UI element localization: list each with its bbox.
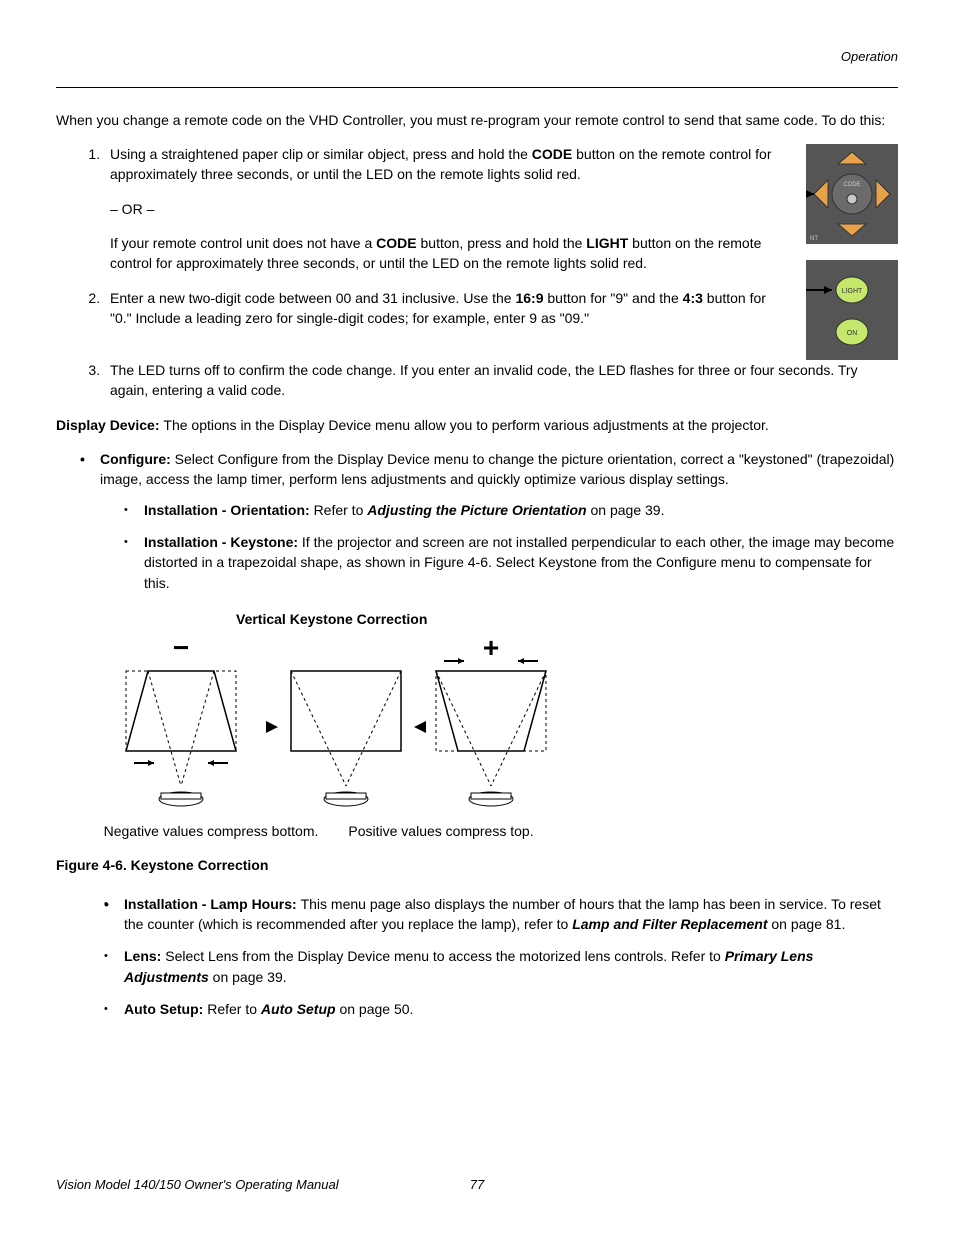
configure-list: Configure: Select Configure from the Dis…: [56, 449, 898, 593]
svg-text:CODE: CODE: [843, 182, 860, 188]
step-3: The LED turns off to confirm the code ch…: [104, 360, 898, 401]
svg-text:−: −: [173, 635, 189, 663]
or-separator: – OR –: [110, 199, 788, 219]
steps-list: Using a straightened paper clip or simil…: [56, 144, 788, 328]
step-1-alt: If your remote control unit does not hav…: [110, 233, 788, 274]
lamp-hours-item: Installation - Lamp Hours: This menu pag…: [104, 894, 898, 935]
after-figure-list: Installation - Lamp Hours: This menu pag…: [56, 894, 898, 1019]
positive-caption: Positive values compress top.: [326, 821, 556, 841]
figure-caption: Figure 4-6. Keystone Correction: [56, 855, 898, 875]
negative-caption: Negative values compress bottom.: [96, 821, 326, 841]
configure-item: Configure: Select Configure from the Dis…: [80, 449, 898, 593]
nt-label: NT: [810, 236, 818, 242]
remote-code-graphic: CODE NT: [806, 144, 898, 244]
keystone-item: Installation - Keystone: If the projecto…: [124, 532, 898, 593]
keystone-diagram: − +: [96, 635, 566, 815]
auto-setup-item: Auto Setup: Refer to Auto Setup on page …: [104, 999, 898, 1019]
display-device-paragraph: Display Device: The options in the Displ…: [56, 415, 898, 435]
svg-text:ON: ON: [847, 330, 858, 337]
header-rule: [56, 87, 898, 88]
steps-list-3: The LED turns off to confirm the code ch…: [56, 360, 898, 401]
step-1: Using a straightened paper clip or simil…: [104, 144, 788, 273]
page-footer: Vision Model 140/150 Owner's Operating M…: [56, 1176, 898, 1195]
orientation-item: Installation - Orientation: Refer to Adj…: [124, 500, 898, 520]
lens-item: Lens: Select Lens from the Display Devic…: [104, 946, 898, 987]
configure-sub-list: Installation - Orientation: Refer to Adj…: [100, 500, 898, 593]
manual-title: Vision Model 140/150 Owner's Operating M…: [56, 1177, 339, 1192]
remote-light-graphic: LIGHT ON: [806, 260, 898, 360]
svg-text:+: +: [483, 635, 499, 663]
intro-paragraph: When you change a remote code on the VHD…: [56, 110, 898, 130]
keystone-figure: Vertical Keystone Correction − +: [96, 609, 898, 842]
svg-text:LIGHT: LIGHT: [842, 288, 863, 295]
page-number: 77: [470, 1176, 484, 1195]
figure-title: Vertical Keystone Correction: [236, 609, 898, 629]
step-2: Enter a new two-digit code between 00 an…: [104, 288, 788, 329]
section-header: Operation: [56, 48, 898, 67]
